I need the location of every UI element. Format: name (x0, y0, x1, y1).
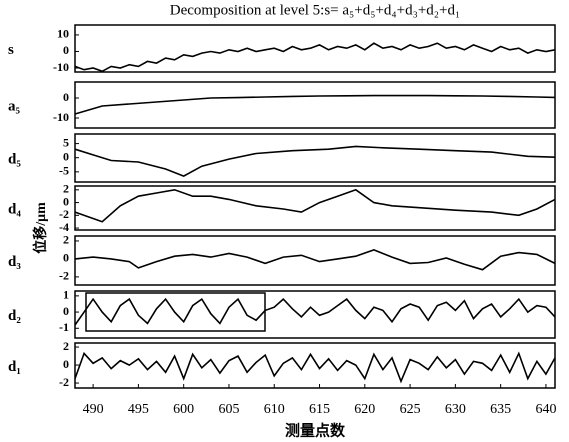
y-tick-label: 0 (63, 43, 69, 57)
data-line (74, 351, 556, 384)
data-line (74, 145, 556, 177)
y-tick-label: -2 (59, 375, 69, 389)
y-tick-label: 2 (63, 233, 69, 247)
panel-frame (74, 342, 556, 389)
y-tick-label: 0 (63, 357, 69, 371)
panel-frame (74, 290, 556, 339)
data-line (74, 249, 556, 271)
y-tick-label: 0 (63, 90, 69, 104)
y-axis-label: 位移/μm (32, 202, 49, 254)
y-tick-label: -10 (53, 110, 69, 124)
x-tick-label: 600 (173, 402, 194, 417)
data-line (74, 297, 556, 326)
y-tick-label: 2 (63, 339, 69, 353)
x-tick-label: 640 (535, 402, 556, 417)
chart-title: Decomposition at level 5:s= a₅+d₅+d₄+d₃+… (170, 2, 460, 18)
x-tick-label: 635 (490, 402, 511, 417)
panel-label: d₃ (8, 254, 21, 270)
highlight-box (85, 292, 266, 332)
y-tick-label: 5 (63, 135, 69, 149)
y-tick-label: -2 (59, 269, 69, 283)
y-tick-label: -4 (59, 220, 69, 234)
x-tick-label: 495 (128, 402, 149, 417)
x-tick-label: 490 (83, 402, 104, 417)
x-tick-label: 605 (218, 402, 239, 417)
y-tick-label: 1 (63, 288, 69, 302)
panel-frame (74, 133, 556, 183)
panel-label: a₅ (8, 98, 21, 114)
x-axis-label: 测量点数 (285, 421, 346, 439)
panel-frame (74, 24, 556, 73)
data-line (74, 188, 556, 223)
panel-label: s (8, 42, 14, 58)
y-tick-label: -10 (53, 60, 69, 74)
x-tick-label: 610 (264, 402, 285, 417)
panel-label: d₁ (8, 359, 21, 375)
y-tick-label: -2 (59, 207, 69, 221)
x-tick-label: 625 (400, 402, 421, 417)
y-tick-label: 10 (57, 27, 69, 41)
x-tick-label: 615 (309, 402, 330, 417)
y-tick-label: 0 (63, 304, 69, 318)
y-tick-label: 0 (63, 251, 69, 265)
panel-frame (74, 235, 556, 286)
x-tick-label: 630 (445, 402, 466, 417)
y-tick-label: 0 (63, 149, 69, 163)
x-tick-label: 620 (354, 402, 375, 417)
panel-frame (74, 81, 556, 129)
y-tick-label: 0 (63, 194, 69, 208)
y-tick-label: -5 (59, 164, 69, 178)
panel-label: d₂ (8, 308, 21, 324)
data-line (74, 94, 556, 115)
panel-frame (74, 185, 556, 231)
data-line (74, 42, 556, 73)
panel-label: d₅ (8, 151, 21, 167)
panel-label: d₄ (8, 201, 21, 217)
y-tick-label: -1 (59, 320, 69, 334)
y-tick-label: 2 (63, 182, 69, 196)
